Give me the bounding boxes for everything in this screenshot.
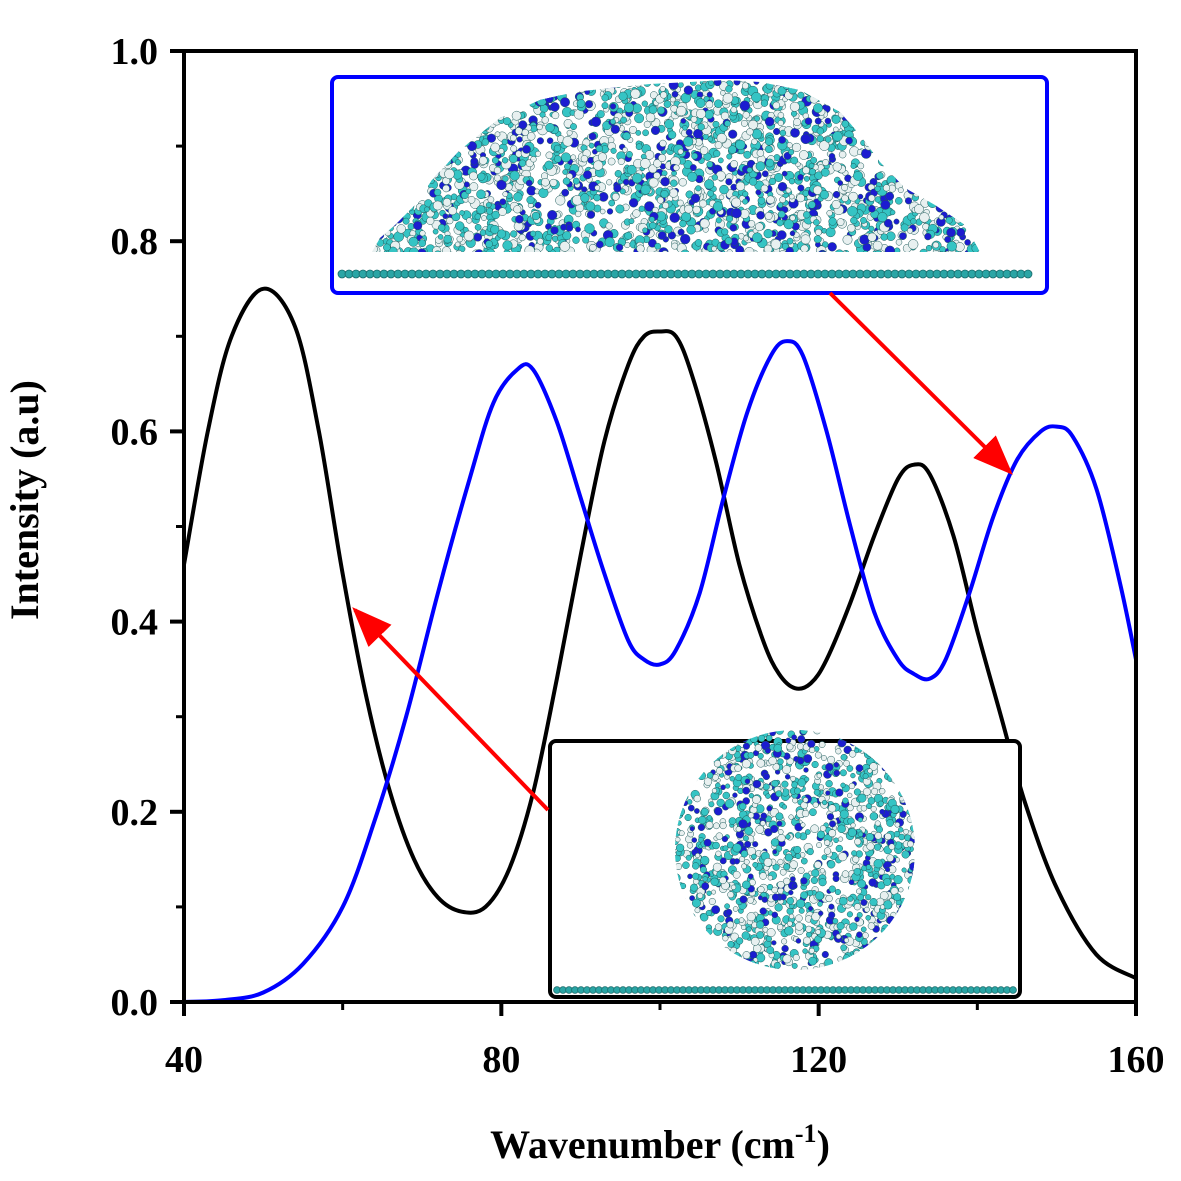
inset-bottom-substrate	[553, 986, 1017, 994]
x-tick-label: 160	[1108, 1039, 1165, 1081]
series-line-2	[184, 339, 1136, 1002]
arrow-to-blue-curve	[828, 291, 1013, 475]
x-axis-title: Wavenumber (cm-1)	[490, 1119, 830, 1167]
x-tick-label: 40	[165, 1039, 203, 1081]
y-tick-label: 0.8	[111, 221, 159, 263]
y-axis-title: Intensity (a.u)	[2, 380, 47, 620]
inset-top	[330, 75, 1049, 295]
x-tick-label: 80	[482, 1039, 520, 1081]
y-tick-label: 0.2	[111, 792, 159, 834]
arrow-to-black-curve	[352, 607, 550, 812]
y-tick-label: 1.0	[111, 31, 159, 73]
y-tick-label: 0.0	[111, 982, 159, 1024]
x-axis-title-superscript: -1	[795, 1119, 817, 1148]
inset-top-substrate	[337, 269, 1033, 279]
inset-bottom	[548, 730, 1022, 999]
y-tick-label: 0.4	[111, 602, 159, 644]
axis-ticks: 40 80 120 160 0.0 0.2 0.4 0.6 0.8 1.0	[111, 31, 1165, 1081]
series-line-1	[184, 286, 1136, 980]
x-tick-label: 120	[790, 1039, 847, 1081]
y-tick-label: 0.6	[111, 411, 159, 453]
